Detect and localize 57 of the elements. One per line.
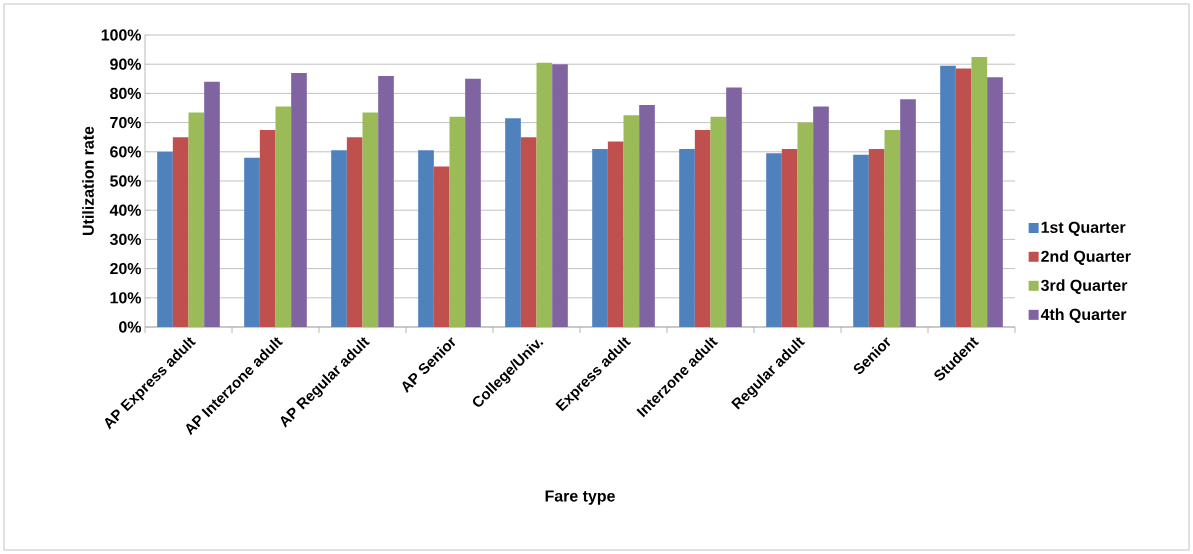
bar [244,157,260,327]
bar [157,151,173,327]
bar [694,129,711,327]
bar [987,77,1003,327]
bar [172,137,189,327]
bar [900,99,916,327]
legend-label: 1st Quarter [1041,221,1126,236]
y-tick-label: 100% [101,29,142,41]
y-axis-title: Utilization rate [82,126,94,235]
bar [505,118,521,327]
bar [726,87,742,327]
bar [204,81,220,327]
bar [971,56,988,327]
bar [710,116,727,327]
bar [449,116,466,327]
bar [813,106,829,327]
legend-label: 3rd Quarter [1040,279,1128,294]
legend-label: 4th Quarter [1040,308,1127,324]
bar [418,150,434,327]
bar [291,72,307,327]
bar [592,148,608,327]
y-tick-label: 10% [110,292,142,304]
bar [607,141,624,327]
bar [259,129,276,327]
bar [520,137,537,327]
bar [781,148,798,327]
bar [346,137,363,327]
y-tick-label: 40% [109,204,142,216]
bar [679,148,695,327]
y-tick-label: 90% [110,58,142,70]
bar [766,153,782,327]
y-tick-label: 80% [110,87,142,100]
bar [378,75,394,327]
bar [868,148,885,327]
bar [275,106,292,327]
y-tick-label: 20% [110,262,142,275]
y-tick-label: 50% [110,175,142,187]
x-axis-title: Fare type [545,490,615,505]
legend-label: 2nd Quarter [1041,250,1131,265]
bar [188,112,205,327]
bar [552,64,568,327]
bar [536,62,553,327]
bar [940,65,956,327]
bar [884,129,901,327]
bar [465,78,481,327]
y-tick-label: 70% [110,116,142,129]
bar [955,68,972,327]
y-tick-label: 60% [110,146,142,158]
y-tick-label: 30% [109,233,142,246]
bar [433,166,450,327]
y-tick-label: 0% [119,321,142,333]
bar [623,115,640,327]
bar [331,150,347,327]
bar [853,154,869,327]
bar [797,122,814,327]
bar [362,112,379,327]
bar [639,105,655,327]
